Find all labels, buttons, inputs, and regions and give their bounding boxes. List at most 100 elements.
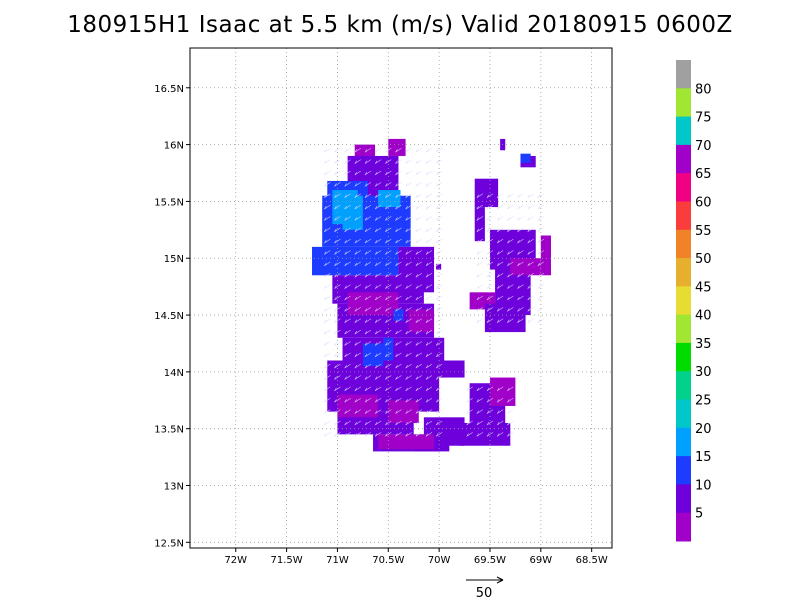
- wind-barb: [527, 204, 534, 210]
- wind-barb: [364, 238, 372, 244]
- wind-barb: [344, 375, 351, 380]
- wind-barb: [435, 238, 443, 244]
- wind-barb: [395, 284, 402, 289]
- wind-barb: [364, 375, 372, 380]
- wind-barb: [435, 159, 443, 164]
- colorbar-swatch: [676, 116, 691, 146]
- wind-barb: [476, 273, 483, 278]
- colorbar-swatch: [676, 144, 691, 174]
- wind-barb: [405, 329, 412, 335]
- wind-barb: [405, 432, 412, 437]
- wind-barb: [405, 363, 412, 369]
- wind-barb: [334, 204, 341, 210]
- wind-barb: [415, 420, 422, 426]
- wind-barb: [476, 193, 483, 198]
- wind-barb: [486, 307, 494, 312]
- colorbar-swatch: [676, 371, 691, 401]
- wind-barb: [385, 227, 392, 233]
- wind-barb: [344, 204, 351, 210]
- wind-barb: [415, 204, 422, 210]
- colorbar-label: 5: [695, 507, 703, 522]
- lat-tick-label: 13.5N: [154, 425, 184, 436]
- wind-barb: [496, 432, 504, 437]
- wind-barb: [476, 216, 483, 221]
- wind-patch: [520, 153, 531, 163]
- wind-barb: [374, 375, 382, 380]
- wind-barb: [435, 216, 443, 221]
- colorbar-swatch: [676, 427, 691, 457]
- wind-barb: [364, 250, 372, 255]
- colorbar-swatch: [676, 258, 691, 287]
- wind-barb: [507, 216, 514, 221]
- wind-barb: [486, 216, 494, 221]
- wind-barb: [354, 148, 361, 153]
- wind-barb: [344, 432, 351, 437]
- wind-barb: [435, 273, 443, 278]
- wind-barb: [385, 295, 392, 301]
- wind-barb: [374, 295, 382, 301]
- lat-tick-label: 15.5N: [154, 197, 184, 208]
- wind-barb: [344, 386, 351, 392]
- wind-barb: [364, 284, 372, 289]
- wind-barb: [507, 386, 514, 392]
- wind-barb: [374, 204, 382, 210]
- wind-barb: [374, 420, 382, 426]
- wind-barb: [425, 329, 433, 335]
- lon-tick-label: 71W: [326, 555, 349, 566]
- wind-barb: [507, 273, 514, 278]
- wind-barb: [334, 432, 341, 437]
- wind-barb: [344, 238, 351, 244]
- wind-barb: [354, 204, 361, 210]
- wind-barb: [476, 295, 483, 301]
- wind-barb: [527, 193, 534, 198]
- wind-barb: [385, 363, 392, 369]
- colorbar-swatch: [676, 201, 691, 231]
- wind-barb: [364, 261, 372, 267]
- wind-barb: [415, 170, 422, 176]
- wind-barb: [476, 307, 483, 312]
- wind-barb: [435, 148, 443, 153]
- lon-tick-label: 69.5W: [474, 555, 506, 566]
- wind-barb: [405, 409, 412, 414]
- wind-barb: [344, 273, 351, 278]
- wind-barb: [354, 375, 361, 380]
- wind-barb: [385, 216, 392, 221]
- colorbar-label: 55: [695, 224, 712, 239]
- wind-barb: [496, 227, 504, 233]
- colorbar-swatch: [676, 229, 691, 259]
- wind-barb: [334, 375, 341, 380]
- wind-barb: [425, 352, 433, 358]
- wind-barb: [364, 159, 372, 164]
- wind-barb: [486, 284, 494, 289]
- wind-barb: [486, 409, 494, 414]
- wind-barb: [354, 307, 361, 312]
- wind-barb: [374, 329, 382, 335]
- wind-patch: [388, 400, 419, 423]
- wind-barb: [324, 227, 331, 233]
- wind-barb: [517, 273, 524, 278]
- wind-barb: [354, 261, 361, 267]
- wind-barb: [324, 261, 331, 267]
- wind-barb: [324, 284, 331, 289]
- wind-barb: [415, 432, 422, 437]
- lat-tick-label: 13N: [164, 482, 184, 493]
- wind-barb: [334, 295, 341, 301]
- wind-barb: [405, 227, 412, 233]
- map-title: 180915H1 Isaac at 5.5 km (m/s) Valid 201…: [67, 12, 733, 38]
- colorbar: 5 10 15 20 25 30 35 40 45 50 55 60 65 70 75 80: [676, 60, 712, 542]
- wind-barb: [344, 261, 351, 267]
- wind-barb: [324, 193, 331, 198]
- wind-barb: [435, 295, 443, 301]
- wind-barb: [374, 284, 382, 289]
- wind-barb: [527, 273, 534, 278]
- wind-barb: [344, 398, 351, 403]
- wind-barb: [364, 363, 372, 369]
- wind-barb: [415, 329, 422, 335]
- wind-barb: [527, 295, 534, 301]
- wind-barb: [334, 284, 341, 289]
- wind-barb: [405, 159, 412, 164]
- grid: [190, 48, 612, 548]
- wind-barb: [374, 182, 382, 187]
- wind-barb: [344, 363, 351, 369]
- wind-barb: [354, 193, 361, 198]
